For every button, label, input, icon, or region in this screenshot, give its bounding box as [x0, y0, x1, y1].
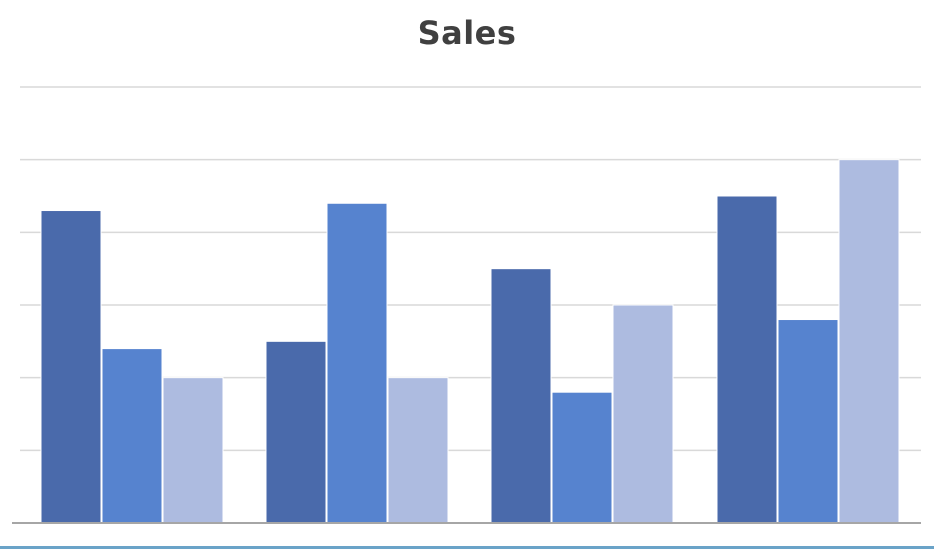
bar-series-2-category-1: [102, 349, 162, 523]
bar-series-3-category-2: [388, 378, 448, 523]
bar-series-3-category-3: [613, 305, 673, 523]
bar-series-2-category-4: [778, 320, 838, 523]
bar-series-3-category-4: [839, 160, 899, 523]
bar-series-3-category-1: [163, 378, 223, 523]
bar-series-1-category-1: [41, 211, 101, 523]
bar-series-1-category-4: [717, 196, 777, 523]
bar-series-1-category-2: [266, 341, 326, 523]
bar-series-1-category-3: [491, 269, 551, 523]
bar-series-2-category-2: [327, 203, 387, 523]
bars: [41, 160, 899, 523]
bar-series-2-category-3: [552, 392, 612, 523]
